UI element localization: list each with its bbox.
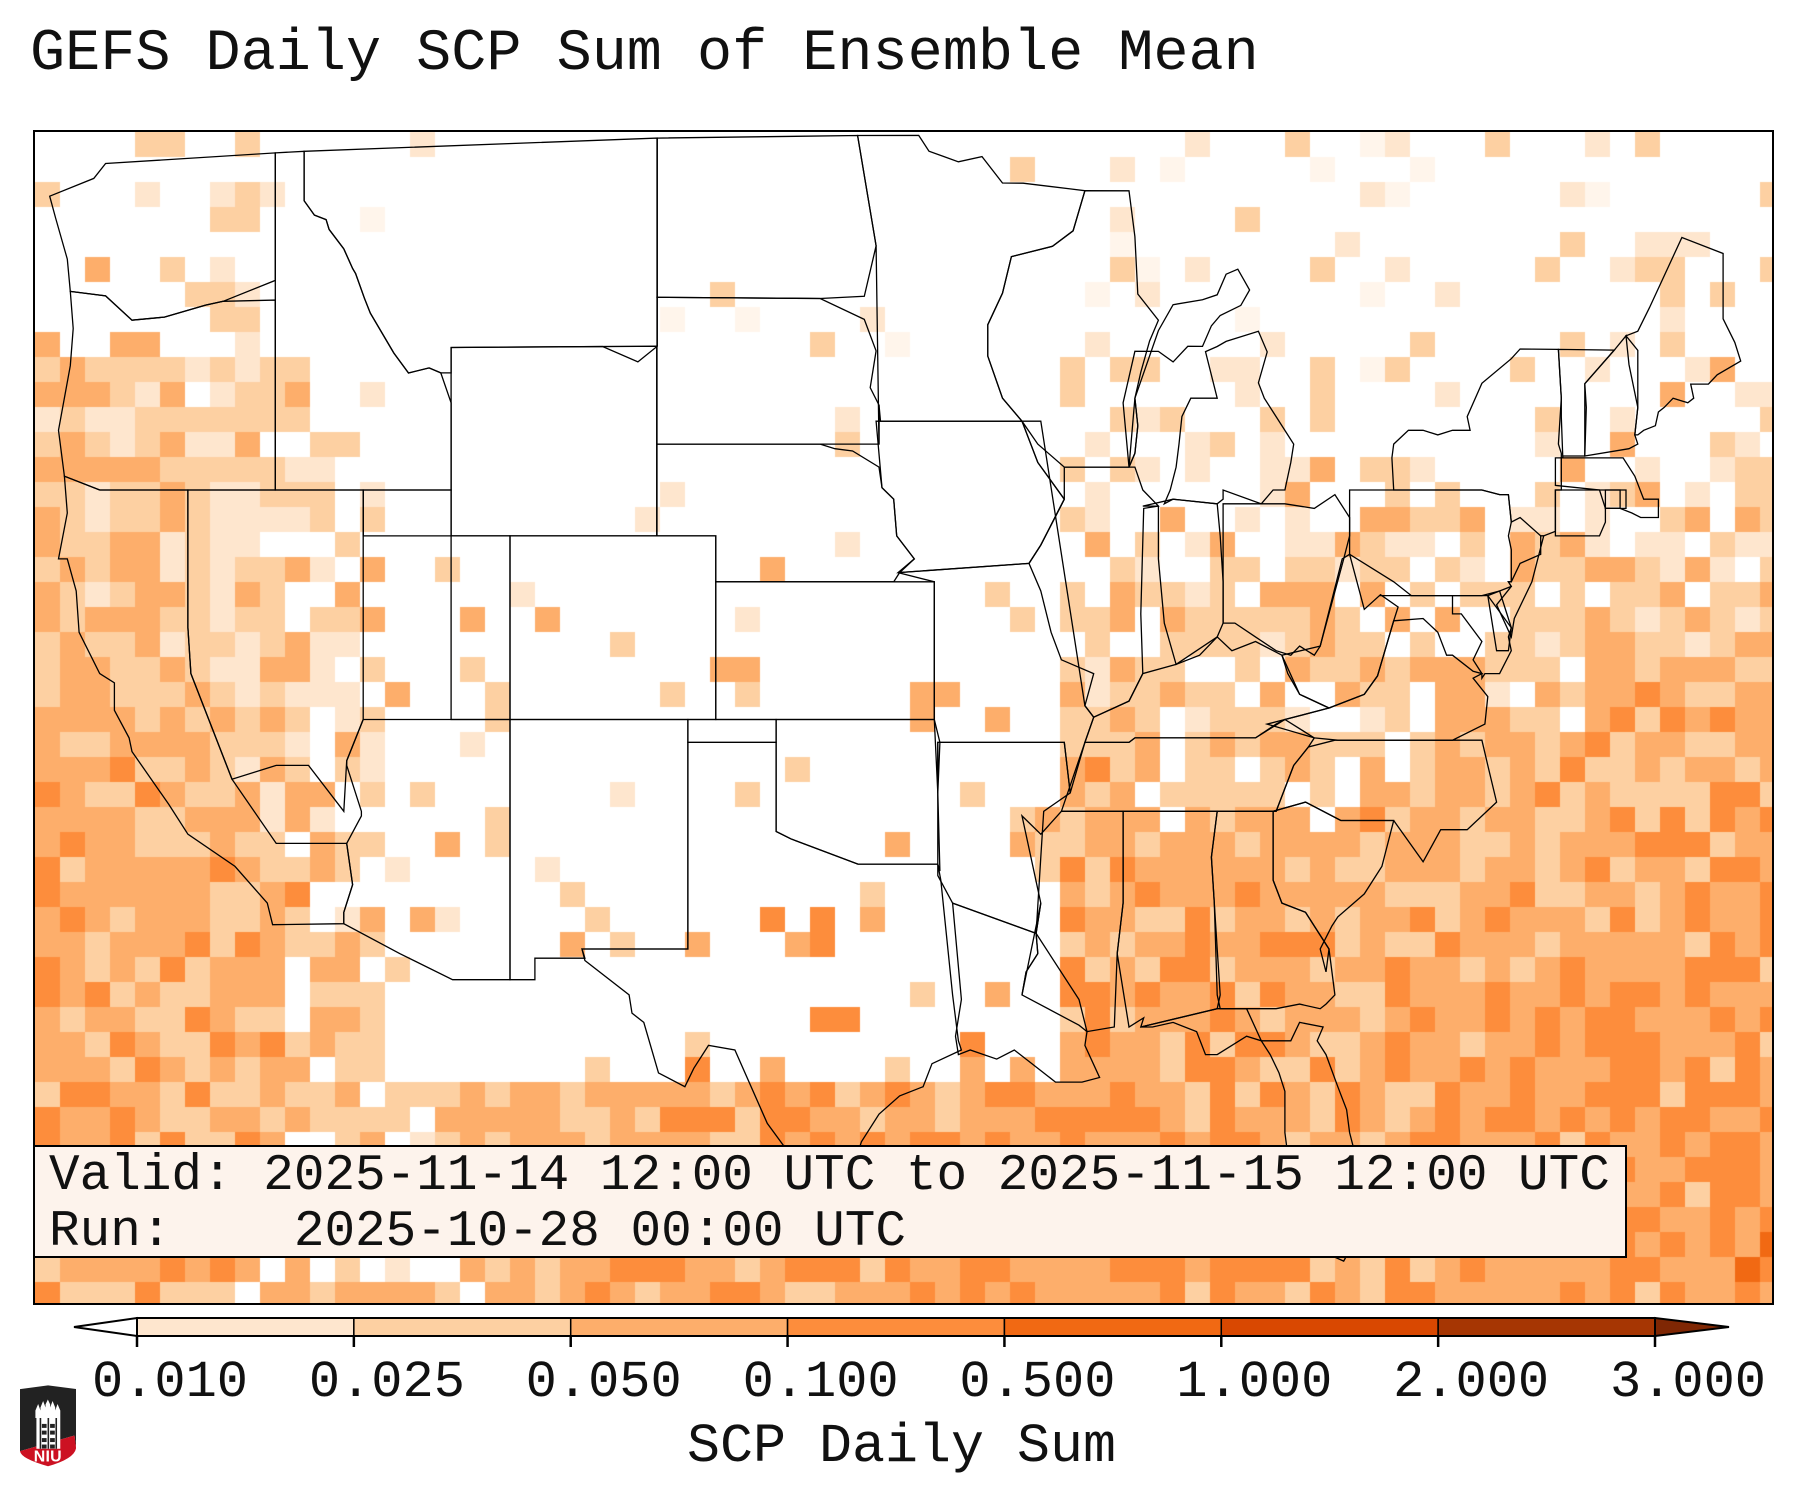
svg-text:NIU: NIU — [34, 1449, 62, 1466]
